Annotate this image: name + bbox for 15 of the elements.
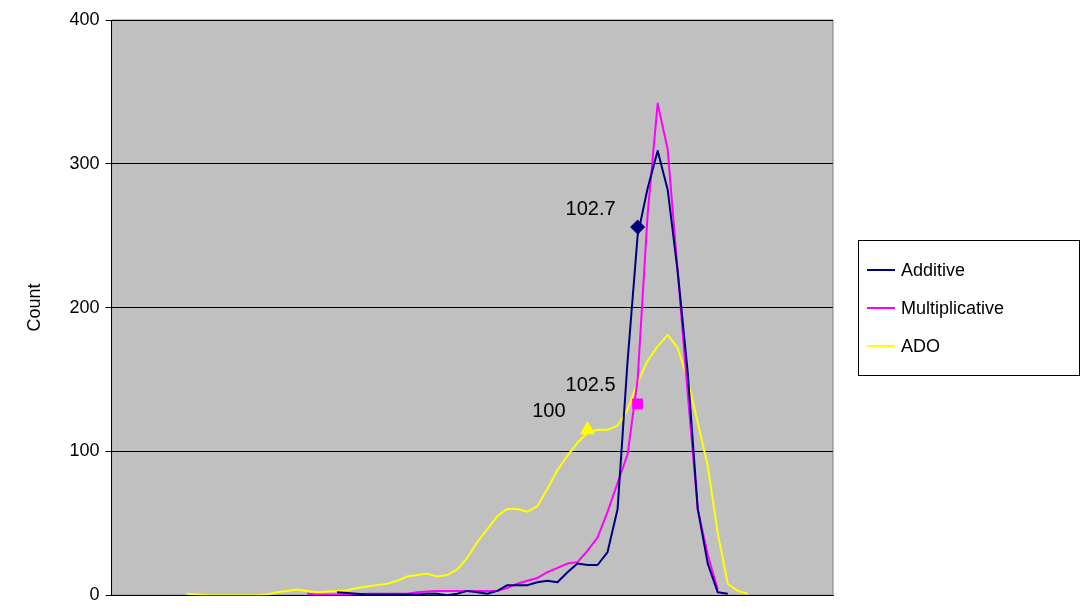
annotation: 102.7 — [565, 196, 616, 219]
y-tick-label: 300 — [69, 152, 100, 173]
annotation: 102.5 — [565, 373, 616, 396]
point — [580, 421, 595, 435]
y-tick-label: 200 — [69, 296, 100, 317]
legend-label: Multiplicative — [901, 297, 1005, 319]
y-tick-label: 100 — [69, 440, 100, 461]
y-axis-title: Count — [23, 283, 44, 332]
legend-label: ADO — [901, 335, 941, 357]
point — [630, 219, 646, 235]
y-tick-label: 0 — [89, 584, 100, 605]
annotation: 100 — [532, 399, 566, 422]
legend-label: Additive — [901, 259, 966, 281]
y-tick-label: 400 — [69, 8, 100, 29]
point — [632, 398, 644, 410]
